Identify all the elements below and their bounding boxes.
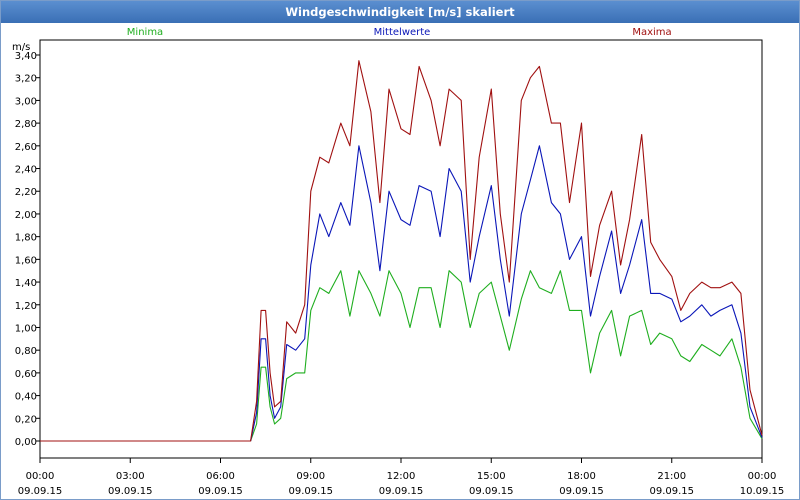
x-tick-date: 09.09.15 — [198, 486, 243, 497]
series-line-mittelwerte — [40, 145, 763, 442]
legend-maxima: Maxima — [632, 27, 671, 38]
x-tick-date: 09.09.15 — [108, 486, 153, 497]
y-tick-label: 2,60 — [15, 142, 37, 153]
legend-mittelwerte: Mittelwerte — [374, 27, 431, 38]
x-tick-time: 18:00 — [567, 471, 596, 482]
y-tick-label: 2,00 — [15, 210, 37, 221]
y-tick-label: 0,40 — [15, 392, 37, 403]
x-tick-time: 21:00 — [657, 471, 686, 482]
series-lines — [40, 60, 763, 442]
y-tick-label: 1,20 — [15, 301, 37, 312]
y-tick-label: 3,20 — [15, 74, 37, 85]
y-tick-label: 1,00 — [15, 323, 37, 334]
x-tick-date: 09.09.15 — [649, 486, 694, 497]
x-tick-date: 09.09.15 — [379, 486, 424, 497]
window-title: Windgeschwindigkeit [m/s] skaliert — [1, 1, 799, 23]
x-tick-time: 15:00 — [477, 471, 506, 482]
y-tick-label: 2,80 — [15, 119, 37, 130]
plot-frame — [39, 39, 763, 459]
y-tick-label: 2,40 — [15, 165, 37, 176]
x-tick-time: 00:00 — [26, 471, 55, 482]
x-tick-date: 09.09.15 — [469, 486, 514, 497]
series-line-maxima — [40, 60, 763, 442]
y-axis-label: m/s — [12, 42, 30, 53]
x-tick-time: 03:00 — [116, 471, 145, 482]
x-tick-date: 10.09.15 — [740, 486, 785, 497]
x-tick-date: 09.09.15 — [559, 486, 604, 497]
x-tick-time: 06:00 — [206, 471, 235, 482]
series-line-minima — [40, 270, 763, 442]
y-tick-label: 0,00 — [15, 437, 37, 448]
y-tick-label: 3,40 — [15, 51, 37, 62]
y-tick-label: 1,40 — [15, 278, 37, 289]
legend-minima: Minima — [127, 27, 163, 38]
x-tick-date: 09.09.15 — [288, 486, 333, 497]
x-tick-time: 09:00 — [296, 471, 325, 482]
x-axis-ticks: 00:00 09.09.15 03:00 09.09.15 06:00 09.09.15 0… — [18, 458, 785, 497]
y-tick-label: 1,80 — [15, 233, 37, 244]
y-axis-ticks: 0,00 0,20 0,40 0,60 0,80 1,00 1,20 1,40 1,60 1,80… — [15, 51, 40, 448]
x-tick-time: 12:00 — [387, 471, 416, 482]
y-tick-label: 0,20 — [15, 414, 37, 425]
plot-area — [39, 39, 763, 459]
x-tick-time: 00:00 — [748, 471, 777, 482]
legend: Minima Mittelwerte Maxima — [127, 27, 672, 38]
y-tick-label: 0,80 — [15, 346, 37, 357]
y-tick-label: 0,60 — [15, 369, 37, 380]
y-tick-label: 2,20 — [15, 187, 37, 198]
x-tick-date: 09.09.15 — [18, 486, 63, 497]
y-tick-label: 3,00 — [15, 96, 37, 107]
y-tick-label: 1,60 — [15, 255, 37, 266]
